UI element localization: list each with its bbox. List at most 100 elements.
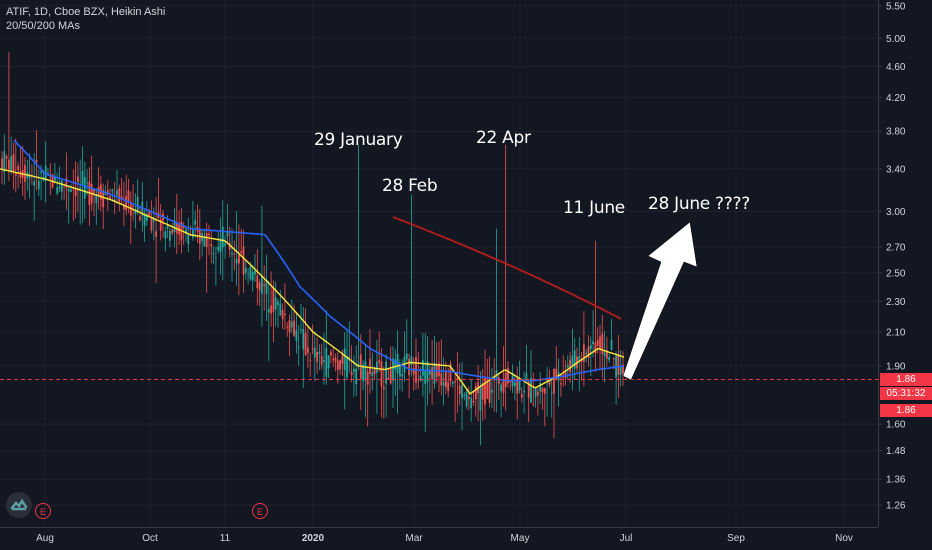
annotation-29-january: 29 January — [314, 130, 403, 150]
candle-body — [129, 203, 132, 216]
candle-body — [208, 233, 210, 236]
candle-body — [217, 246, 220, 251]
candle-body — [233, 253, 236, 255]
candle-body — [507, 368, 509, 384]
candle-body — [171, 229, 174, 234]
ma-50-line — [13, 139, 625, 382]
candle-body — [286, 326, 289, 328]
candle-body — [307, 347, 309, 353]
candle-body — [573, 350, 576, 369]
candle-body — [465, 391, 468, 407]
candle-body — [520, 394, 523, 398]
candle-body — [231, 252, 233, 255]
candle-body — [514, 382, 516, 386]
candle-body — [401, 374, 404, 377]
candle-body — [578, 356, 581, 362]
candle-body — [311, 348, 314, 350]
y-tick-label: 1.60 — [886, 420, 906, 431]
candle-body — [272, 287, 275, 312]
candle-body — [125, 196, 128, 211]
candle-body — [348, 356, 351, 359]
candle-body — [150, 218, 153, 231]
x-tick-label: 11 — [220, 533, 231, 544]
candle-body — [148, 212, 151, 217]
candle-body — [433, 363, 436, 384]
candle-body — [244, 268, 247, 273]
candle-body — [123, 205, 125, 210]
candle-body — [336, 360, 339, 370]
candle-body — [28, 174, 31, 179]
candle-body — [318, 351, 321, 355]
y-tick-label: 5.50 — [886, 2, 906, 13]
candle-body — [221, 226, 224, 248]
candle-body — [463, 394, 466, 397]
x-tick-label: Mar — [405, 533, 423, 544]
annotation-28-feb: 28 Feb — [382, 176, 438, 196]
candle-body — [376, 361, 378, 374]
candle-body — [442, 381, 445, 387]
candle-body — [284, 313, 286, 315]
candle-body — [143, 214, 146, 226]
candle-body — [518, 378, 521, 391]
candle-body — [111, 189, 114, 192]
candle-body — [19, 171, 22, 178]
candle-body — [10, 156, 13, 172]
candle-body — [596, 339, 599, 346]
tradingview-logo[interactable] — [6, 492, 32, 518]
candle-body — [343, 348, 346, 371]
x-tick-label: 2020 — [302, 533, 325, 544]
y-tick-label: 3.00 — [886, 207, 906, 218]
candle-body — [341, 353, 344, 365]
candle-body — [155, 231, 157, 238]
candle-body — [261, 276, 263, 294]
annotation-11-june: 11 June — [563, 198, 625, 218]
candle-body — [622, 364, 624, 374]
candle-body — [523, 390, 525, 393]
candle-body — [60, 180, 63, 192]
candle-body — [185, 228, 187, 234]
y-tick-label: 4.60 — [886, 62, 906, 73]
y-tick-label: 5.00 — [886, 34, 906, 45]
candle-body — [83, 177, 86, 199]
candle-body — [426, 361, 429, 382]
candle-body — [424, 369, 427, 385]
x-axis: Aug Oct 11 2020 Mar May Jul Sep Nov — [0, 527, 878, 550]
candle-body — [169, 230, 171, 241]
ma-20-line — [0, 168, 625, 395]
candle-body — [410, 356, 413, 366]
candle-body — [224, 243, 226, 247]
candle-body — [203, 236, 206, 247]
earnings-badge[interactable]: E — [35, 503, 51, 519]
y-axis: 5.50 5.00 4.60 4.20 3.80 3.40 3.00 2.70 2.50 2.30… — [878, 0, 932, 550]
candle-body — [1, 158, 3, 170]
candle-body — [320, 355, 323, 365]
candle-body — [612, 358, 615, 360]
candle-body — [583, 344, 585, 362]
candle-body — [309, 359, 312, 361]
y-tick-label: 2.50 — [886, 269, 906, 280]
candle-body — [281, 310, 284, 320]
y-tick-label: 3.80 — [886, 127, 906, 138]
candle-body — [120, 196, 123, 199]
legend-indicators: 20/50/200 MAs — [6, 20, 80, 32]
y-tick-label: 3.40 — [886, 164, 906, 175]
candle-body — [617, 354, 620, 376]
candle-body — [399, 363, 401, 377]
candle-body — [70, 189, 72, 192]
candle-body — [389, 368, 392, 384]
candle-body — [219, 238, 222, 253]
candle-body — [146, 214, 148, 221]
candle-body — [532, 403, 535, 405]
candle-body — [270, 305, 272, 314]
earnings-badge[interactable]: E — [252, 503, 268, 519]
candle-body — [449, 363, 452, 382]
candle-body — [334, 357, 337, 362]
candle-body — [451, 381, 454, 384]
candle-body — [509, 380, 512, 383]
y-tick-label: 1.36 — [886, 475, 906, 486]
candle-body — [468, 397, 470, 400]
candle-body — [546, 379, 548, 381]
candle-body — [387, 378, 390, 380]
y-tick-label: 2.10 — [886, 328, 906, 339]
